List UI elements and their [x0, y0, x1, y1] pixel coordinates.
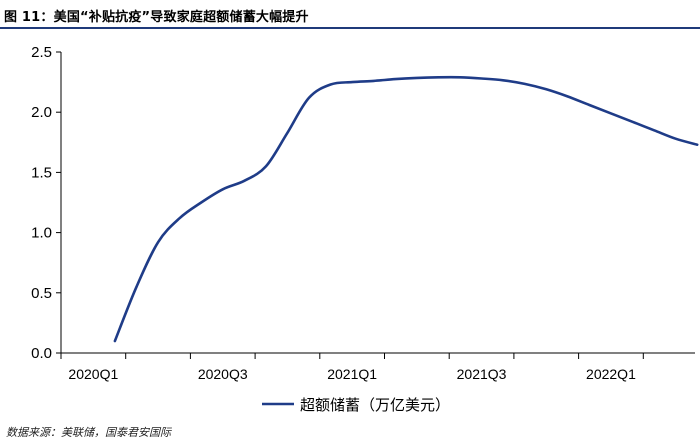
x-tick-label: 2021Q3 [457, 366, 507, 382]
x-tick-label: 2020Q3 [198, 366, 248, 382]
y-tick-label: 2.5 [31, 44, 52, 61]
legend-label: 超额储蓄（万亿美元） [300, 396, 450, 414]
y-tick-label: 0.0 [31, 345, 52, 362]
y-tick-label: 1.0 [31, 225, 52, 242]
title-rule [0, 27, 700, 29]
x-tick-label: 2021Q1 [327, 366, 377, 382]
chart-axes: 0.0 0.5 1.0 1.5 2.0 2.5 2020Q1 2020Q3 2021Q1 2021… [31, 44, 695, 382]
y-tick-label: 1.5 [31, 164, 52, 181]
figure-title: 图 11：美国“补贴抗疫”导致家庭超额储蓄大幅提升 [4, 10, 309, 25]
data-source-note: 数据来源：美联储，国泰君安国际 [6, 426, 171, 439]
x-tick-label: 2020Q1 [68, 366, 118, 382]
series-layer [113, 75, 699, 343]
series-line-excess-savings [113, 75, 699, 343]
x-tick-label: 2022Q1 [586, 366, 636, 382]
y-tick-label: 0.5 [31, 285, 52, 302]
chart-legend: 超额储蓄（万亿美元） [262, 396, 450, 414]
y-tick-label: 2.0 [31, 104, 52, 121]
